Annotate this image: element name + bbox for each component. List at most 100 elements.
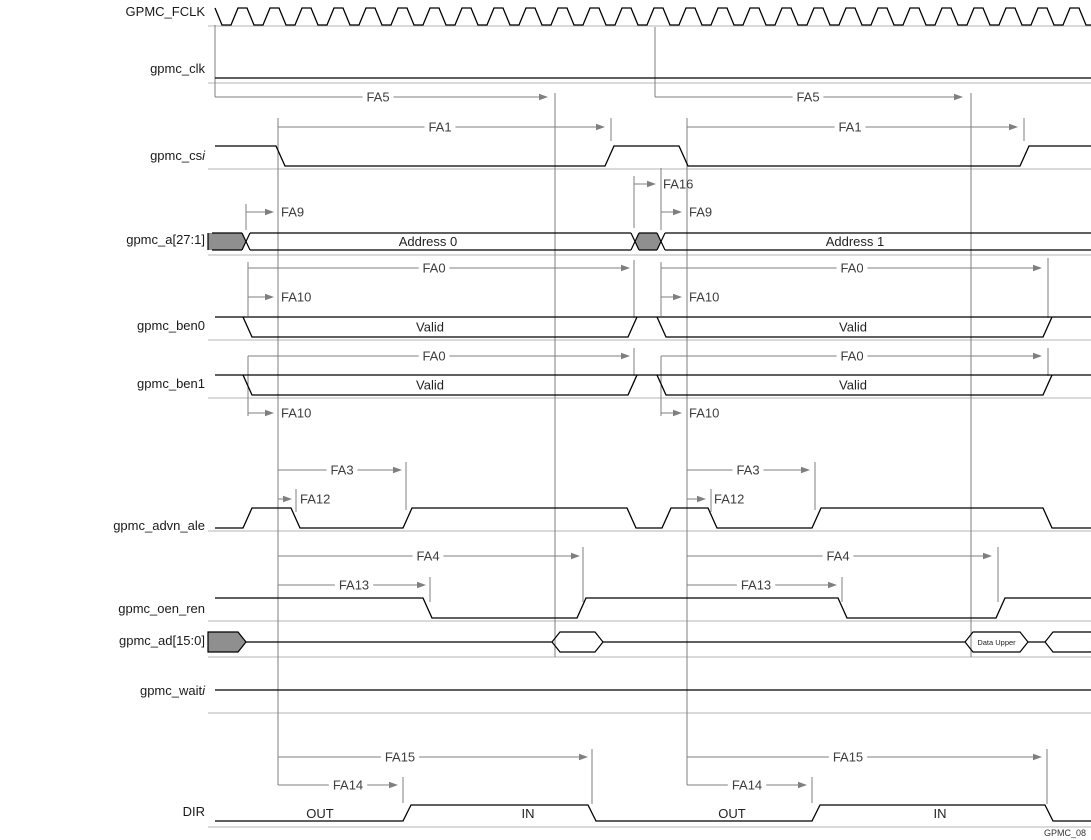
dim-label-fa10-13: FA10 xyxy=(281,405,311,420)
signal-valid-gpmc-ben0-0 xyxy=(242,316,638,338)
adbus-bubble-label: Data Upper xyxy=(977,638,1016,647)
signal-label-gpmc-wait: gpmc_waiti xyxy=(139,683,205,698)
signal-label-gpmc-oen-ren: gpmc_oen_ren xyxy=(118,601,205,616)
dim-label-fa5-1: FA5 xyxy=(796,89,819,104)
dim-label-fa14-25: FA14 xyxy=(333,777,363,792)
bus-fill-gpmc-a xyxy=(208,233,246,250)
dim-arrow-fa16-4 xyxy=(647,180,656,188)
dim-label-fa10-14: FA10 xyxy=(689,405,719,420)
state-label-out: OUT xyxy=(306,806,334,821)
state-label-in: IN xyxy=(522,806,535,821)
dim-arrow-fa10-10 xyxy=(673,293,682,301)
adbus-fill-outline xyxy=(207,631,247,653)
dim-label-gap xyxy=(334,578,374,592)
dim-arrow-fa1-3 xyxy=(1009,123,1018,131)
dim-label-gap xyxy=(792,90,824,104)
dim-label-gap xyxy=(828,750,868,764)
dim-arrow-fa0-7 xyxy=(621,264,630,272)
signal-label-gpmc-advn-ale: gpmc_advn_ale xyxy=(113,518,205,533)
dim-label-fa3-16: FA3 xyxy=(736,462,759,477)
signal-label-gpmc-ben1: gpmc_ben1 xyxy=(137,376,205,391)
dim-label-gap xyxy=(418,349,450,363)
dim-label-gap xyxy=(727,778,767,792)
valid-label: Valid xyxy=(839,320,867,335)
dim-label-gap xyxy=(412,549,444,563)
dim-arrow-fa13-21 xyxy=(417,581,426,589)
bus-crossing xyxy=(630,232,640,251)
state-label-in: IN xyxy=(934,806,947,821)
dim-label-fa4-19: FA4 xyxy=(416,548,439,563)
dim-arrow-fa15-23 xyxy=(579,753,588,761)
signal-label-gpmc-fclk: GPMC_FCLK xyxy=(125,4,205,19)
dim-arrow-fa14-26 xyxy=(798,781,807,789)
signal-trace-gpmc-cs xyxy=(215,145,1091,167)
dim-label-gap xyxy=(834,120,866,134)
dim-label-fa16-4: FA16 xyxy=(663,176,693,191)
signal-trace-gpmc-oen-ren xyxy=(215,597,1091,619)
dim-label-fa13-22: FA13 xyxy=(741,577,771,592)
dim-label-gap xyxy=(380,750,420,764)
bus-valid-fill-gpmc-a xyxy=(661,233,1091,250)
dim-arrow-fa9-5 xyxy=(265,208,274,216)
dim-arrow-fa14-25 xyxy=(389,781,398,789)
bus-crossing xyxy=(241,232,251,251)
dim-arrow-fa5-1 xyxy=(954,93,963,101)
dim-label-fa15-24: FA15 xyxy=(833,749,863,764)
dim-arrow-fa1-2 xyxy=(596,123,605,131)
dim-arrow-fa5-0 xyxy=(539,93,548,101)
dim-arrow-fa3-16 xyxy=(801,466,810,474)
dim-label-fa9-6: FA9 xyxy=(689,204,712,219)
dim-arrow-fa12-17 xyxy=(283,495,292,503)
signal-label-gpmc-ad: gpmc_ad[15:0] xyxy=(118,633,205,648)
adbus-bubble-fill xyxy=(1045,632,1091,652)
dim-label-gap xyxy=(732,463,764,477)
dim-arrow-fa15-24 xyxy=(1033,753,1042,761)
adbus-fill xyxy=(208,632,246,652)
dim-label-fa13-21: FA13 xyxy=(339,577,369,592)
signal-label-gpmc-cs: gpmc_csi xyxy=(150,148,205,163)
signal-valid-gpmc-ben0-1 xyxy=(656,316,1053,338)
signal-label-gpmc-clk: gpmc_clk xyxy=(150,61,205,76)
dim-label-gap xyxy=(418,261,450,275)
bus-segment-label: Address 0 xyxy=(399,234,458,249)
dim-label-fa0-7: FA0 xyxy=(422,260,445,275)
dim-label-fa5-0: FA5 xyxy=(366,89,389,104)
dim-arrow-fa10-14 xyxy=(673,409,682,417)
dim-label-fa10-9: FA10 xyxy=(281,289,311,304)
dim-label-gap xyxy=(836,349,868,363)
adbus-bubble-outline xyxy=(1044,631,1091,653)
signal-valid-gpmc-ben1-0 xyxy=(242,374,638,396)
dim-label-fa12-17: FA12 xyxy=(300,491,330,506)
state-label-out: OUT xyxy=(718,806,746,821)
dim-label-fa4-20: FA4 xyxy=(826,548,849,563)
bus-fill-gpmc-a xyxy=(635,233,661,250)
signal-label-gpmc-ben0: gpmc_ben0 xyxy=(137,318,205,333)
dim-arrow-fa9-6 xyxy=(673,208,682,216)
adbus-bubble-fill xyxy=(552,632,603,652)
dim-arrow-fa4-20 xyxy=(983,552,992,560)
signal-trace-gpmc-fclk xyxy=(214,7,1091,26)
dim-label-fa0-8: FA0 xyxy=(840,260,863,275)
dim-label-fa3-15: FA3 xyxy=(330,462,353,477)
dim-label-fa0-11: FA0 xyxy=(422,348,445,363)
dim-arrow-fa12-18 xyxy=(697,495,706,503)
signal-label-dir: DIR xyxy=(182,804,205,819)
dim-arrow-fa13-22 xyxy=(828,581,837,589)
valid-label: Valid xyxy=(416,378,444,393)
dim-arrow-fa0-8 xyxy=(1033,264,1042,272)
dim-label-fa10-10: FA10 xyxy=(689,289,719,304)
adbus-bubble-fill xyxy=(965,632,1028,652)
dim-arrow-fa0-11 xyxy=(621,352,630,360)
dim-arrow-fa3-15 xyxy=(393,466,402,474)
dim-label-fa9-5: FA9 xyxy=(281,204,304,219)
dim-arrow-fa0-12 xyxy=(1033,352,1042,360)
dim-arrow-fa10-9 xyxy=(265,293,274,301)
dim-label-fa14-26: FA14 xyxy=(732,777,762,792)
bus-crossing xyxy=(656,232,666,251)
dim-label-fa12-18: FA12 xyxy=(714,491,744,506)
dim-label-fa15-23: FA15 xyxy=(385,749,415,764)
signal-trace-gpmc-advn-ale xyxy=(215,507,1091,529)
bus-segment-label: Address 1 xyxy=(826,234,885,249)
valid-label: Valid xyxy=(839,378,867,393)
